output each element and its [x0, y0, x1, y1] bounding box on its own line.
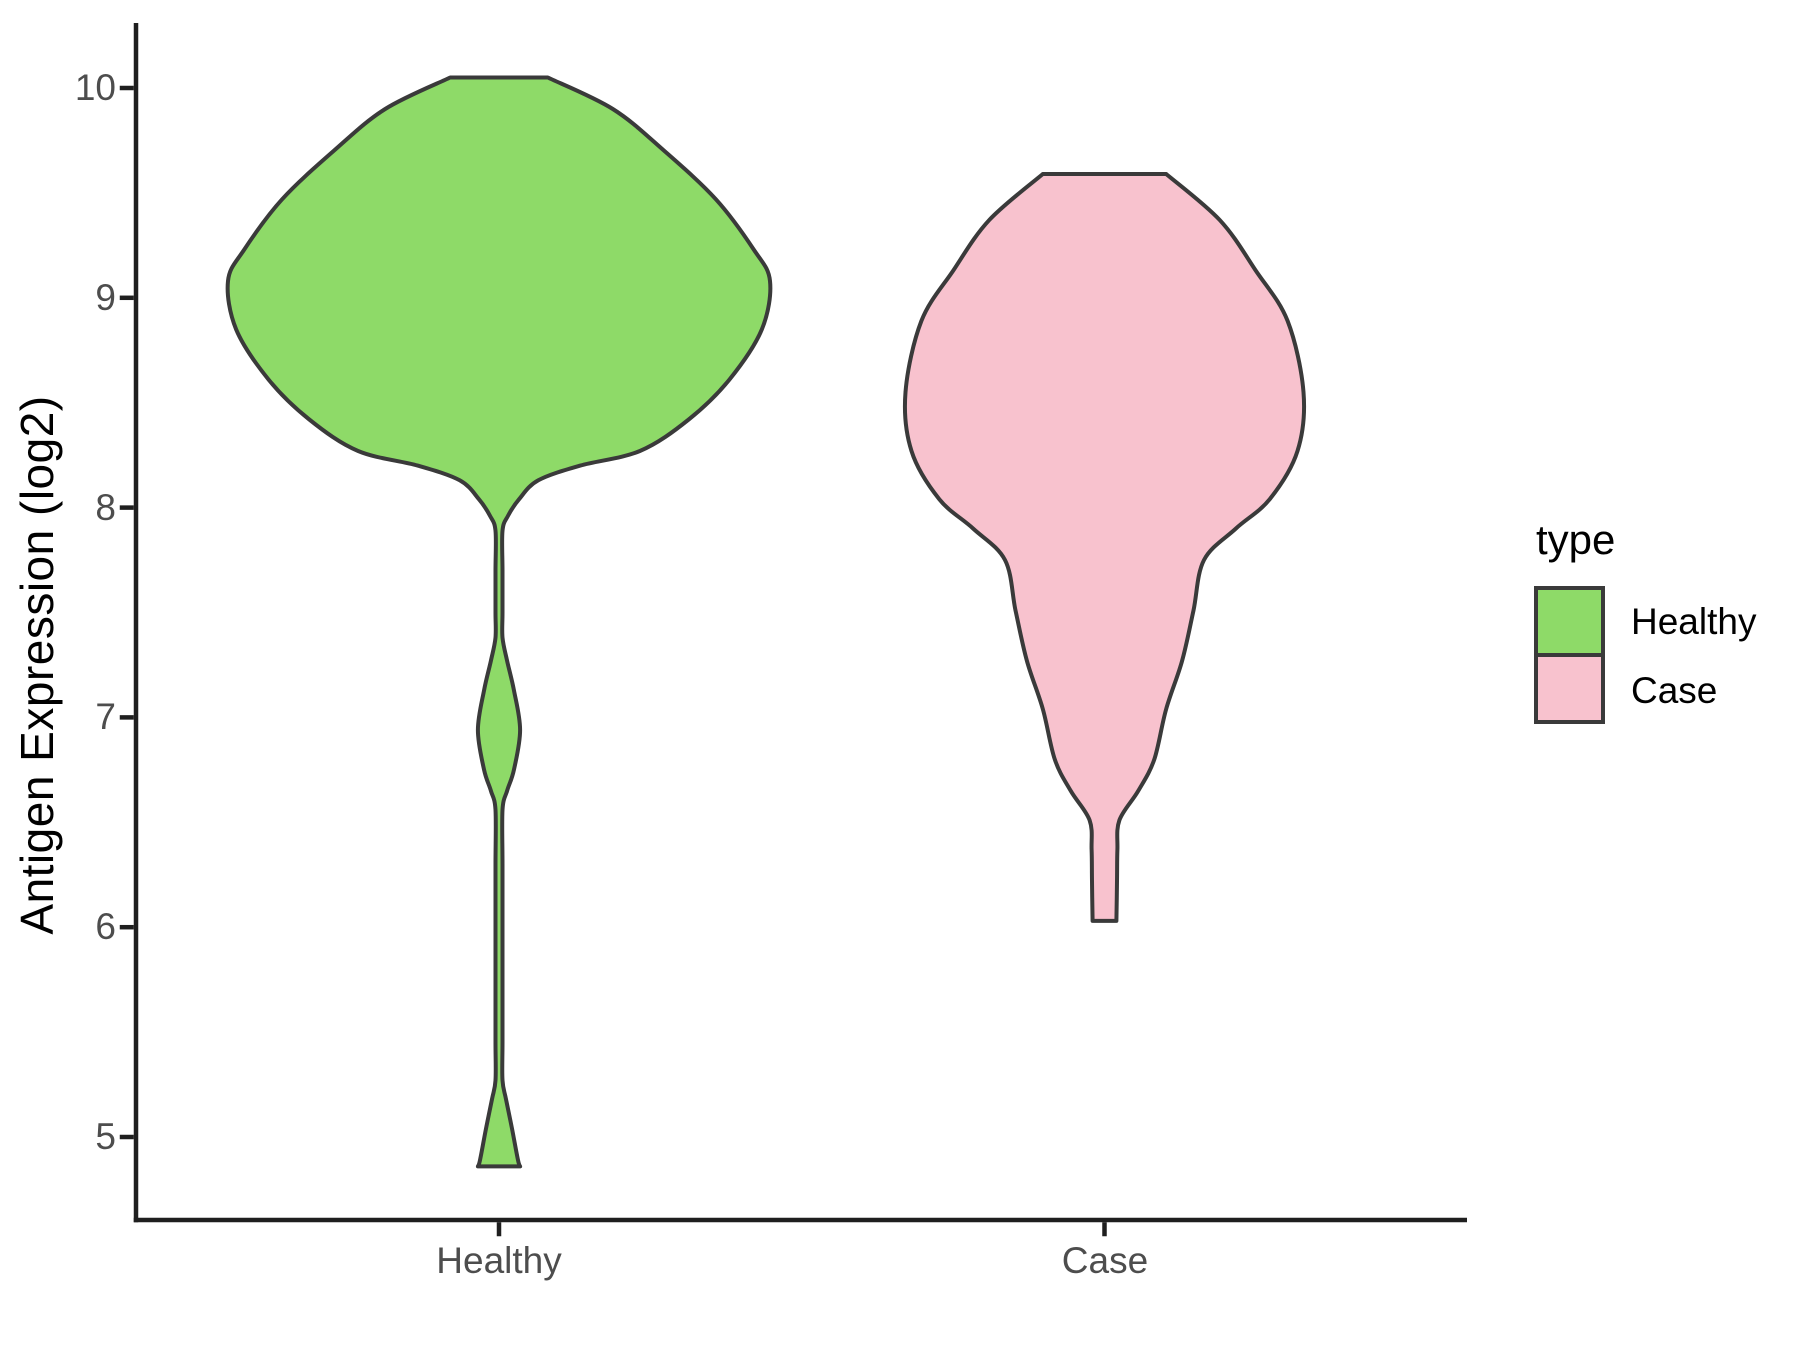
y-tick-label-8: 8	[95, 486, 116, 528]
violin-case	[902, 172, 1307, 923]
y-tick-label-9: 9	[95, 276, 116, 318]
y-axis-title: Antigen Expression (log2)	[11, 395, 63, 935]
y-tick-label-5: 5	[95, 1116, 116, 1157]
axes	[119, 23, 1467, 1237]
violin-healthy	[225, 75, 773, 1169]
x-tick-label-case: Case	[1061, 1240, 1149, 1281]
legend-label-healthy: Healthy	[1631, 600, 1757, 642]
y-tick-label-10: 10	[74, 67, 116, 108]
legend: type Healthy Case	[1534, 516, 1756, 724]
legend-row-case: Case	[1534, 653, 1756, 724]
violin-shapes	[225, 75, 1307, 1169]
legend-row-healthy: Healthy	[1534, 586, 1756, 657]
legend-swatch-case	[1534, 653, 1605, 724]
y-tick-label-6: 6	[95, 906, 116, 948]
x-tick-label-healthy: Healthy	[436, 1240, 562, 1281]
legend-swatch-healthy	[1534, 586, 1605, 657]
legend-title: type	[1536, 516, 1616, 563]
y-tick-label-7: 7	[95, 696, 116, 738]
legend-label-case: Case	[1631, 669, 1718, 711]
